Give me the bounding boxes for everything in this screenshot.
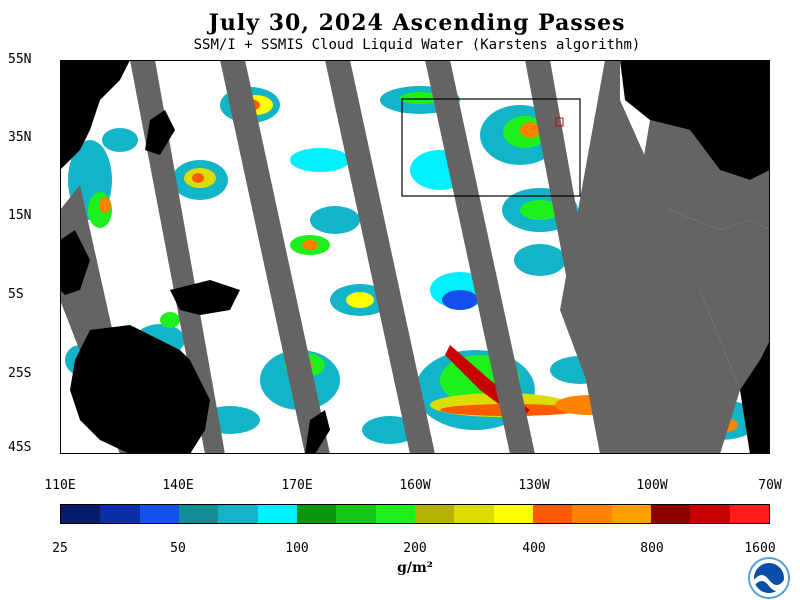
lon-label-100w: 100W: [636, 478, 668, 493]
colorbar-label-100: 100: [285, 541, 309, 556]
colorbar-swatch: [729, 505, 769, 523]
colorbar-swatch: [493, 505, 533, 523]
colorbar-swatch: [650, 505, 691, 523]
colorbar-label-400: 400: [522, 541, 546, 556]
colorbar-swatch: [454, 505, 494, 523]
cloud-liquid-water-map: [60, 60, 770, 454]
colorbar-swatch: [296, 505, 337, 523]
land-masses: [60, 60, 770, 454]
south-america-landmass: [740, 340, 770, 454]
colorbar-swatch: [532, 505, 573, 523]
colorbar-swatch: [336, 505, 376, 523]
colorbar-label-1600: 1600: [744, 541, 776, 556]
noaa-logo: [748, 557, 790, 599]
lon-label-160w: 160W: [399, 478, 431, 493]
colorbar-swatch: [100, 505, 140, 523]
colorbar-swatch: [61, 505, 101, 523]
units-label: g/m²: [397, 560, 433, 576]
colorbar-swatch: [414, 505, 455, 523]
colorbar-swatch: [375, 505, 415, 523]
lon-label-70w: 70W: [758, 478, 782, 493]
colorbar-label-200: 200: [403, 541, 427, 556]
colorbar-swatch: [218, 505, 258, 523]
lat-label-45s: 45S: [8, 440, 32, 455]
colorbar-swatch: [139, 505, 179, 523]
new-zealand-landmass: [305, 410, 330, 454]
colorbar-swatch: [611, 505, 651, 523]
australia-landmass: [70, 325, 210, 454]
map-title: July 30, 2024 Ascending Passes: [208, 10, 626, 36]
colorbar-swatch: [178, 505, 219, 523]
colorbar-label-800: 800: [640, 541, 664, 556]
color-scale-bar: [60, 504, 770, 524]
lon-label-140e: 140E: [162, 478, 194, 493]
asia-landmass: [60, 60, 130, 170]
lat-label-35n: 35N: [8, 130, 32, 145]
region-box: [401, 98, 581, 197]
colorbar-swatch: [572, 505, 612, 523]
colorbar-label-25: 25: [52, 541, 68, 556]
small-red-box: [555, 117, 564, 127]
lat-label-15n: 15N: [8, 208, 32, 223]
lat-label-25s: 25S: [8, 366, 32, 381]
lon-label-110e: 110E: [44, 478, 76, 493]
lat-label-55n: 55N: [8, 52, 32, 67]
japan-landmass: [145, 110, 175, 155]
colorbar-swatch: [690, 505, 730, 523]
lon-label-170e: 170E: [281, 478, 313, 493]
lat-label-5s: 5S: [8, 287, 24, 302]
no-data-gaps: [60, 60, 770, 454]
map-subtitle: SSM/I + SSMIS Cloud Liquid Water (Karste…: [193, 37, 641, 53]
new-guinea-landmass: [170, 280, 240, 315]
map-canvas: [60, 60, 770, 454]
north-america-landmass: [620, 60, 770, 180]
colorbar-swatch: [257, 505, 297, 523]
colorbar-label-50: 50: [170, 541, 186, 556]
lon-label-130w: 130W: [518, 478, 550, 493]
southeast-asia-landmass: [60, 230, 90, 295]
